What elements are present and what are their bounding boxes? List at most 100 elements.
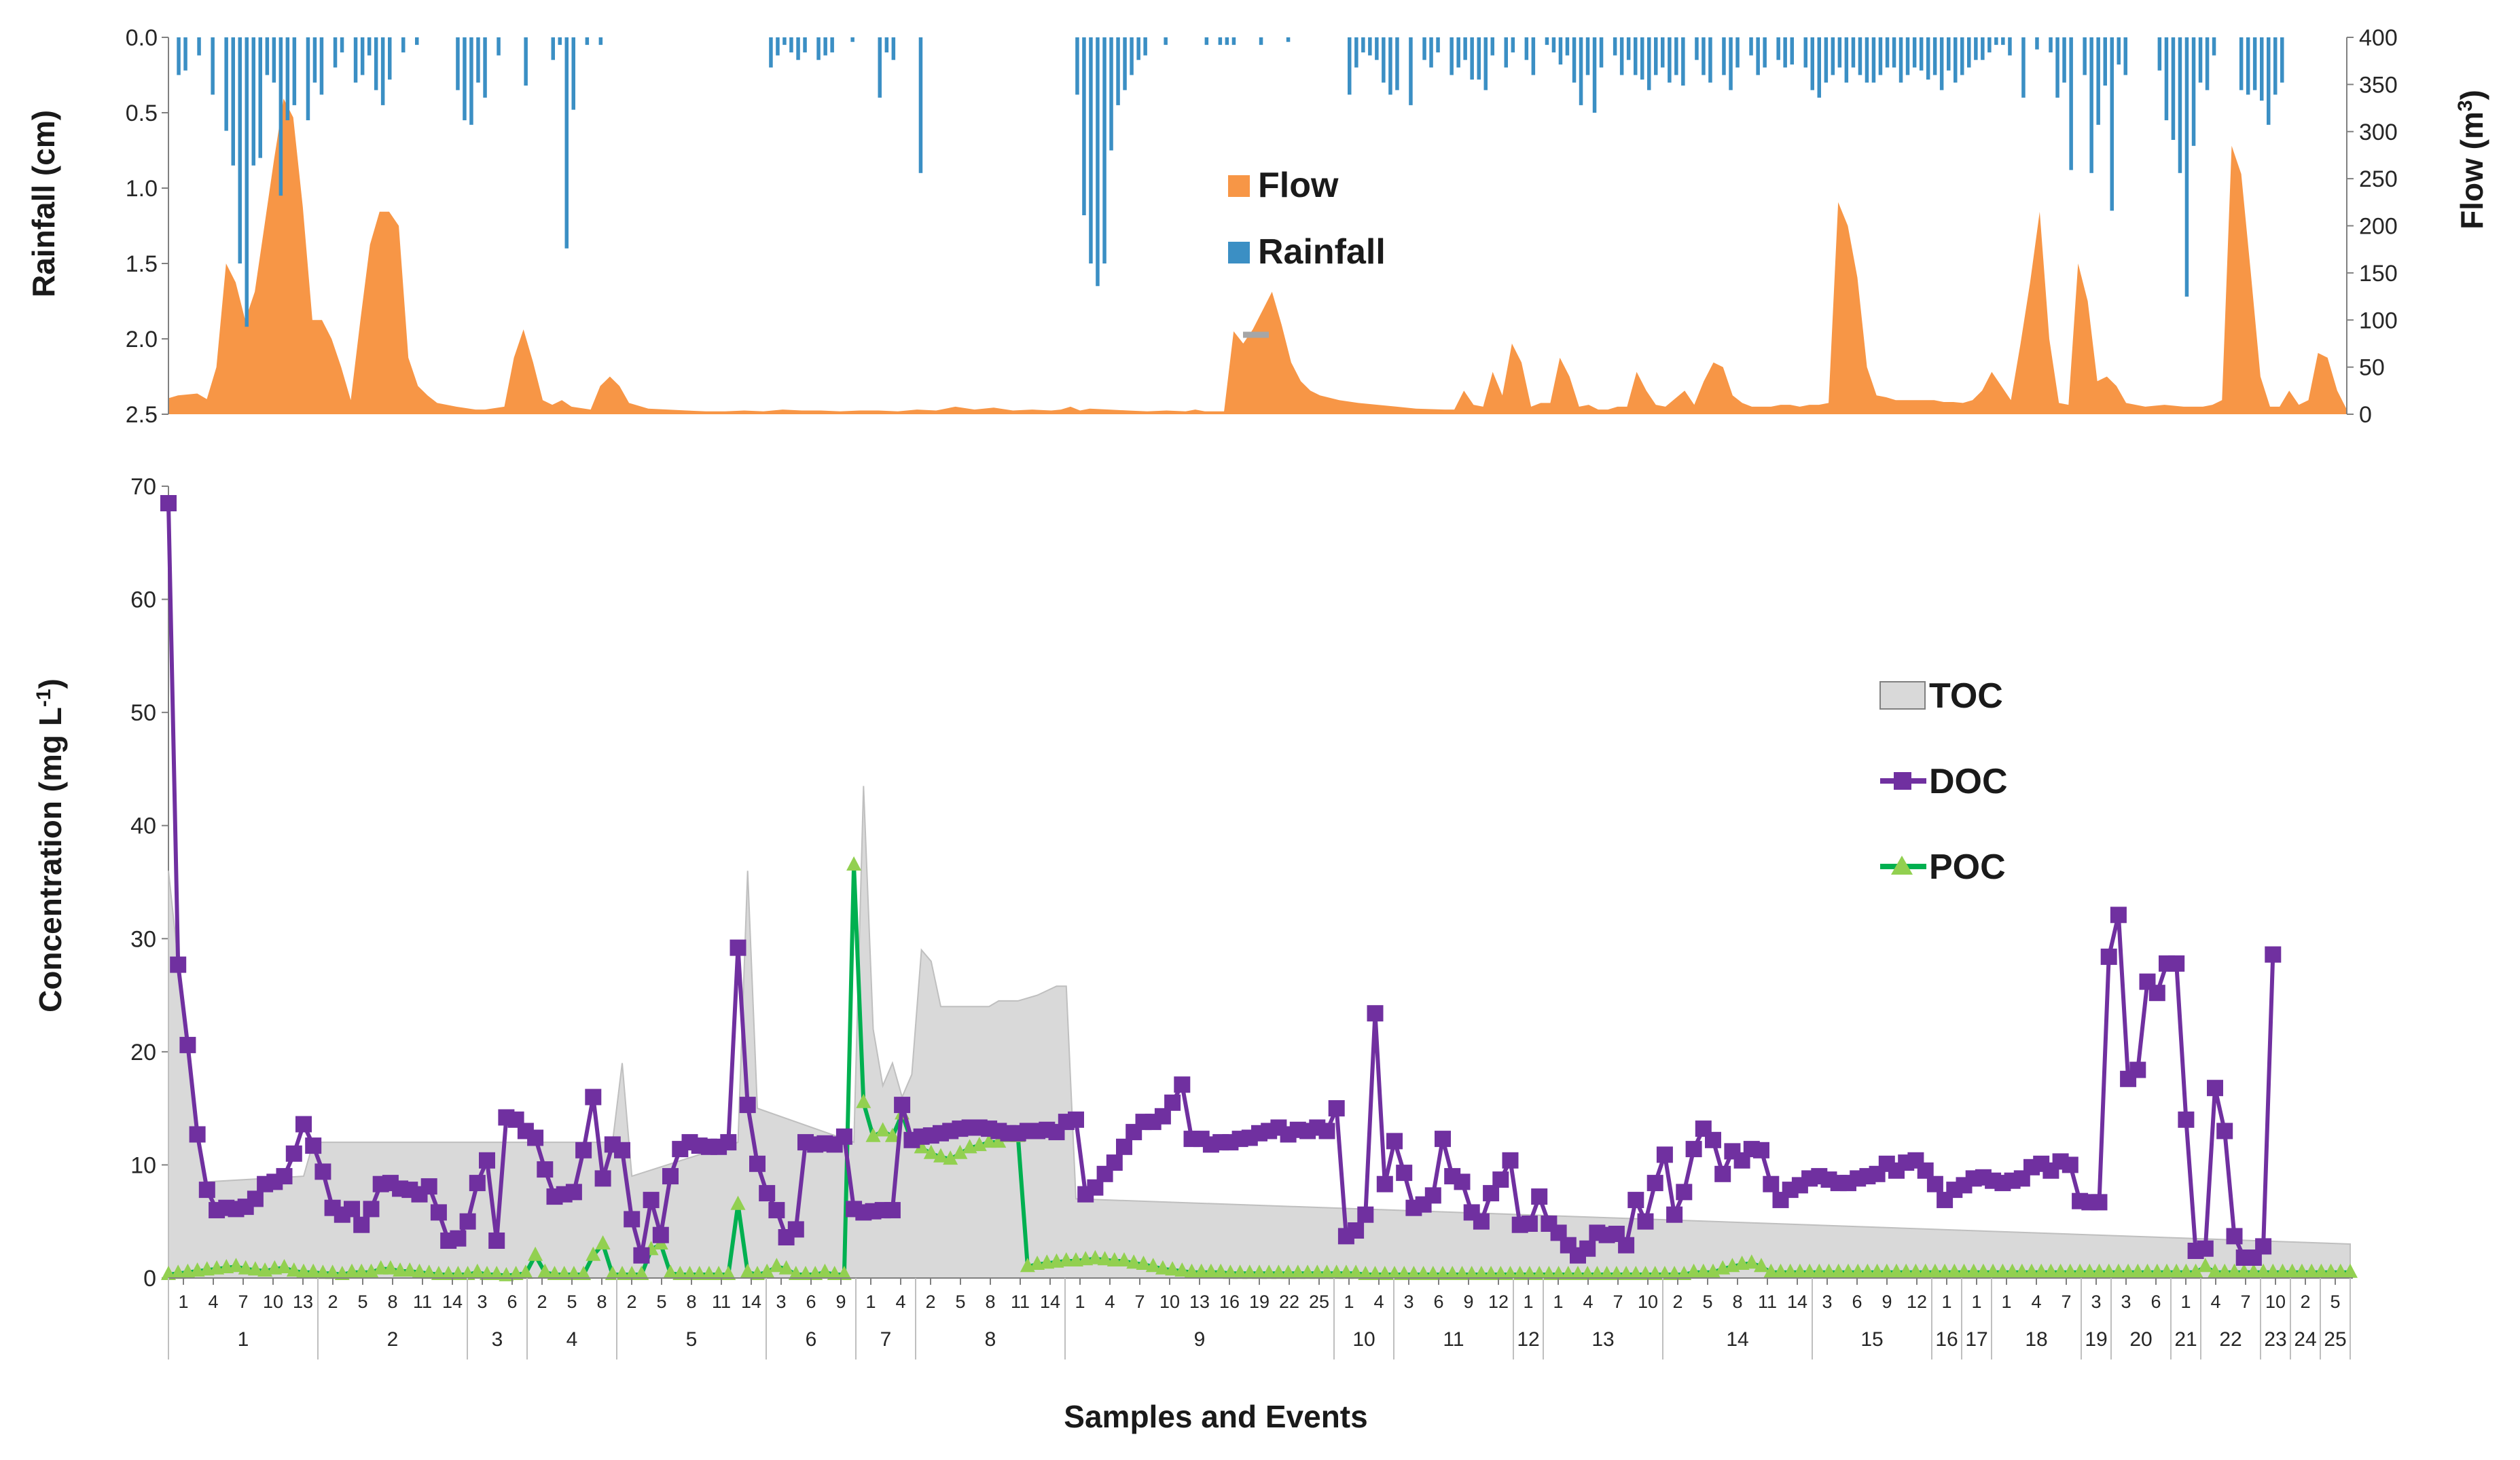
rainfall-bar [245,37,249,327]
poc-point [2275,1263,2290,1278]
sample-tick-label: 4 [895,1292,905,1312]
rainfall-bar [1436,37,1440,53]
rainfall-bar [1960,37,1964,75]
rainfall-tick-label: 2.5 [126,402,158,428]
concentration-tick-label: 10 [130,1152,156,1178]
poc-point [2304,1263,2320,1278]
rainfall-bar [2164,37,2169,121]
doc-point [1637,1213,1654,1230]
rainfall-bar [1429,37,1433,68]
poc-point [2333,1263,2348,1278]
rainfall-bar [1844,37,1849,83]
rainfall-bar [1613,37,1617,56]
poc-point [1416,1266,1431,1280]
doc-line-layer [160,495,2282,1266]
poc-point [778,1260,794,1275]
poc-point [1985,1263,2001,1278]
rainfall-bar [2021,37,2026,98]
rainfall-bar [278,37,283,196]
poc-point [1667,1266,1682,1280]
event-label: 14 [1726,1328,1748,1351]
rainfall-bar [564,37,569,249]
poc-point [2149,1263,2165,1278]
doc-point [1367,1005,1384,1022]
sample-tick-label: 5 [357,1292,367,1312]
samples-events-axis-title: Samples and Events [1064,1399,1367,1434]
rainfall-bar [1231,37,1236,45]
sample-tick-label: 6 [2150,1292,2161,1312]
rainfall-bar [272,37,276,83]
flow-axis-title-sup: 3 [2454,100,2477,111]
poc-point [856,1093,871,1108]
doc-point [739,1097,756,1114]
rainfall-bar [803,37,807,53]
sample-tick-label: 10 [1638,1292,1658,1312]
sample-tick-label: 9 [1882,1292,1892,1312]
sample-tick-label: 3 [2121,1292,2131,1312]
rainfall-bar [1817,37,1821,98]
rainfall-bar [1082,37,1086,215]
rainfall-bar [884,37,889,53]
sample-tick-label: 14 [442,1292,463,1312]
poc-point [1145,1258,1161,1273]
poc-point [1473,1266,1489,1280]
rainfall-bar [258,37,262,158]
sample-tick-label: 1 [1344,1292,1354,1312]
sample-tick-label: 2 [327,1292,338,1312]
sample-tick-label: 3 [776,1292,786,1312]
rainfall-bar [306,37,310,121]
event-label: 5 [686,1328,698,1351]
event-label: 7 [880,1328,892,1351]
rainfall-bar [251,37,255,166]
doc-point [285,1145,302,1162]
poc-point [1908,1263,1924,1278]
doc-point [2100,948,2117,965]
poc-point [884,1127,900,1142]
doc-point [179,1036,196,1053]
rainfall-bar [796,37,800,60]
concentration-tick-label: 60 [130,587,156,613]
rainfall-bar [1422,37,1426,60]
sample-tick-label: 5 [566,1292,577,1312]
doc-point [614,1142,630,1158]
event-label: 6 [806,1328,817,1351]
sample-tick-label: 10 [2265,1292,2286,1312]
rainfall-bar [1763,37,1767,68]
rainfall-bar [1143,37,1147,56]
rainfall-bar [2191,37,2196,146]
poc-point [576,1266,592,1280]
rainfall-bar [2252,37,2257,90]
rainfall-bar [1096,37,1100,287]
rainfall-bar [2089,37,2093,173]
rainfall-bar [1375,37,1379,60]
rainfall-bar [1456,37,1460,68]
poc-point [276,1259,292,1273]
poc-point [1841,1263,1856,1278]
poc-point [1493,1266,1509,1280]
doc-point [1714,1165,1731,1182]
rainfall-bar [292,37,297,105]
doc-point [2168,955,2185,972]
flow-area [168,98,2347,414]
rainfall-bar [776,37,780,56]
rainfall-bar [1898,37,1903,83]
rainfall-bar [360,37,365,75]
sample-tick-label: 1 [1971,1292,1981,1312]
doc-point [363,1201,380,1218]
poc-point [247,1261,263,1276]
poc-point [721,1266,736,1280]
rainfall-bar [374,37,378,90]
poc-point [943,1150,958,1165]
rainfall-bar [380,37,385,105]
rainfall-bar [183,37,187,71]
poc-point [1937,1263,1953,1278]
poc-point [769,1258,785,1273]
doc-point [662,1168,679,1185]
doc-point [1454,1173,1471,1190]
sample-tick-label: 1 [1553,1292,1563,1312]
poc-point [2169,1263,2184,1278]
rainfall-bar [558,37,562,45]
event-label: 2 [387,1328,399,1351]
